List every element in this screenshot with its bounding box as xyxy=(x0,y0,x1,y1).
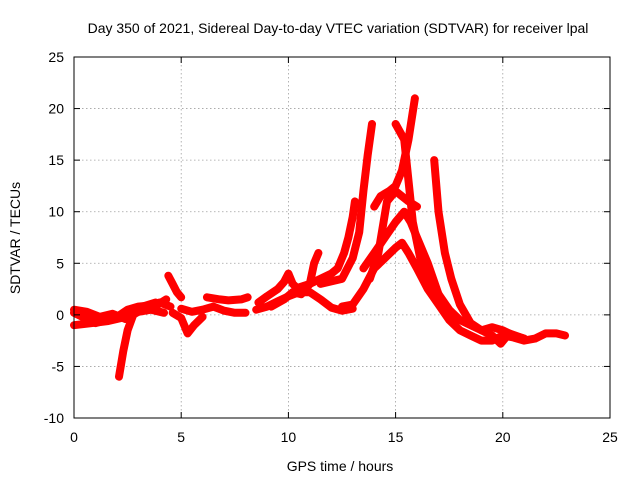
point-marker xyxy=(359,264,367,272)
point-marker xyxy=(370,203,378,211)
point-marker xyxy=(169,309,177,317)
y-tick-label: 0 xyxy=(56,307,64,323)
grid xyxy=(74,57,610,418)
point-marker xyxy=(160,309,168,317)
chart-title: Day 350 of 2021, Sidereal Day-to-day VTE… xyxy=(88,20,589,36)
y-tick-label: 5 xyxy=(56,255,64,271)
point-marker xyxy=(561,331,569,339)
y-tick-label: 10 xyxy=(48,204,64,220)
series-line-sat-l xyxy=(316,120,376,288)
point-marker xyxy=(151,298,159,306)
series-line-sat-h xyxy=(202,293,252,305)
point-marker xyxy=(317,280,325,288)
series-line-sat-k xyxy=(267,249,323,311)
point-marker xyxy=(244,293,252,301)
point-marker xyxy=(338,303,346,311)
point-marker xyxy=(254,298,262,306)
point-marker xyxy=(520,335,528,343)
data-series xyxy=(70,94,569,381)
series-line-sat-e xyxy=(164,271,186,302)
x-tick-label: 25 xyxy=(602,429,618,445)
y-tick-label: -10 xyxy=(44,410,64,426)
point-marker xyxy=(368,120,376,128)
x-tick-label: 0 xyxy=(70,429,78,445)
series-line-sat-f xyxy=(168,308,207,338)
point-marker xyxy=(366,275,374,283)
point-marker xyxy=(203,293,211,301)
x-tick-label: 20 xyxy=(495,429,511,445)
series-line-sat-r xyxy=(430,156,529,348)
point-marker xyxy=(199,313,207,321)
point-marker xyxy=(267,303,275,311)
point-marker xyxy=(177,305,185,313)
x-tick-label: 15 xyxy=(388,429,404,445)
axis-ticks: 0 5 10 15 20 25 -10 -5 0 5 10 15 20 25 xyxy=(44,49,618,445)
point-marker xyxy=(392,120,400,128)
point-marker xyxy=(430,156,438,164)
series-line-sat-c xyxy=(70,295,171,330)
x-axis-title: GPS time / hours xyxy=(287,458,394,474)
point-marker xyxy=(166,303,174,311)
point-marker xyxy=(164,272,172,280)
point-marker xyxy=(162,295,170,303)
point-marker xyxy=(314,249,322,257)
x-tick-label: 5 xyxy=(177,429,185,445)
y-tick-label: -5 xyxy=(52,358,65,374)
series-line-sat-g xyxy=(177,302,250,317)
series-line-sat-q xyxy=(391,120,443,299)
point-marker xyxy=(115,373,123,381)
x-tick-label: 10 xyxy=(281,429,297,445)
series-line-sat-d xyxy=(115,298,160,381)
y-tick-label: 20 xyxy=(48,101,64,117)
point-marker xyxy=(411,94,419,102)
series-line-sat-p xyxy=(370,94,419,211)
point-marker xyxy=(351,197,359,205)
point-marker xyxy=(252,306,260,314)
y-axis-title: SDTVAR / TECUs xyxy=(7,182,23,294)
point-marker xyxy=(177,293,185,301)
plot-frame xyxy=(73,56,611,419)
y-tick-label: 25 xyxy=(48,49,64,65)
point-marker xyxy=(434,290,442,298)
y-tick-label: 15 xyxy=(48,152,64,168)
point-marker xyxy=(242,309,250,317)
